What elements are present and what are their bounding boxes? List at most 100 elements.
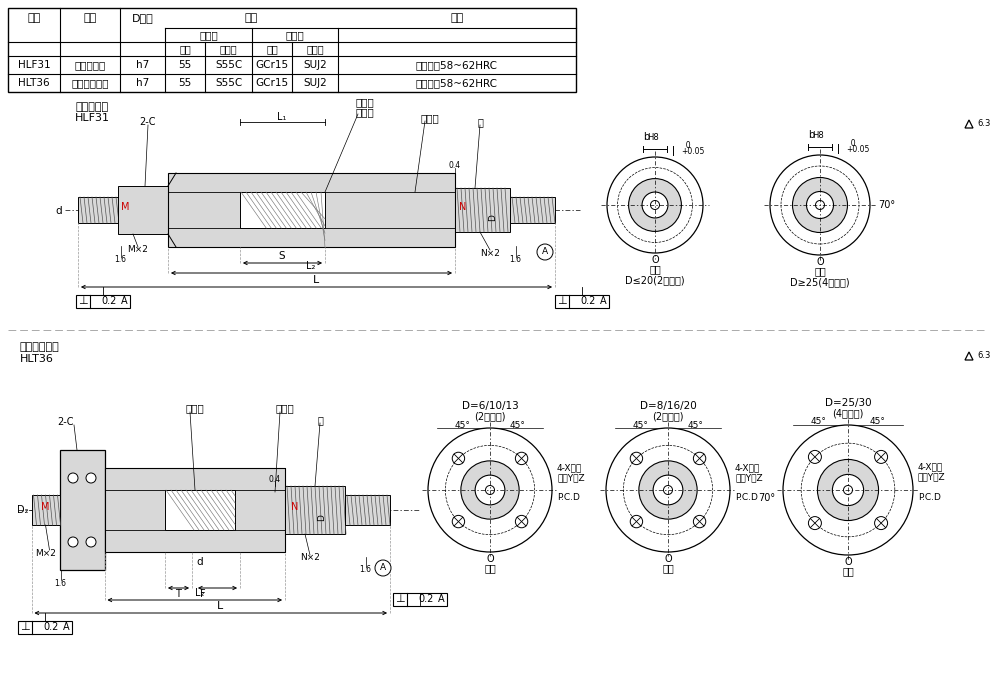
Text: 材质: 材质 xyxy=(245,13,258,23)
Circle shape xyxy=(843,486,852,495)
Text: (2列滚珠): (2列滚珠) xyxy=(653,411,683,421)
Text: d: d xyxy=(196,557,203,567)
Text: A: A xyxy=(437,595,444,604)
Text: D: D xyxy=(317,515,326,521)
Text: 55: 55 xyxy=(179,60,191,70)
Text: 0.2: 0.2 xyxy=(101,297,117,306)
Bar xyxy=(393,593,447,606)
Circle shape xyxy=(68,473,78,483)
Circle shape xyxy=(664,486,673,495)
Text: M: M xyxy=(121,202,129,212)
Circle shape xyxy=(770,155,870,255)
Text: 圆法兰螺帽型: 圆法兰螺帽型 xyxy=(71,78,109,88)
Text: O: O xyxy=(665,554,672,564)
Text: 国标: 国标 xyxy=(180,44,190,54)
Text: D=8/16/20: D=8/16/20 xyxy=(640,401,696,411)
Circle shape xyxy=(516,516,528,528)
Text: h7: h7 xyxy=(136,60,149,70)
Text: 相当于: 相当于 xyxy=(219,44,237,54)
Text: 70°: 70° xyxy=(758,493,775,503)
Text: 硬度: 硬度 xyxy=(450,13,463,23)
Text: H8: H8 xyxy=(812,130,824,139)
Text: 1.6: 1.6 xyxy=(114,256,126,265)
Circle shape xyxy=(808,516,821,529)
Text: L₂: L₂ xyxy=(307,261,315,271)
Text: T: T xyxy=(175,589,181,599)
Text: F: F xyxy=(200,589,205,599)
Text: M×2: M×2 xyxy=(128,245,149,254)
Text: D公差: D公差 xyxy=(132,13,154,23)
Text: 55: 55 xyxy=(179,78,191,88)
Text: HLT36: HLT36 xyxy=(18,78,50,88)
Text: GCr15: GCr15 xyxy=(255,60,289,70)
Bar xyxy=(165,490,235,530)
Text: HLT36: HLT36 xyxy=(20,354,54,364)
Bar xyxy=(18,621,72,634)
Text: M×2: M×2 xyxy=(35,548,56,557)
Circle shape xyxy=(452,516,464,528)
Circle shape xyxy=(793,177,847,232)
Circle shape xyxy=(485,486,494,495)
Text: 相当于: 相当于 xyxy=(307,44,323,54)
Bar xyxy=(8,8,576,92)
Text: 4-X通孔: 4-X通孔 xyxy=(557,464,582,473)
Circle shape xyxy=(875,516,888,529)
Bar xyxy=(78,197,118,223)
Circle shape xyxy=(653,475,682,505)
Text: P.C.D: P.C.D xyxy=(735,493,758,502)
Circle shape xyxy=(537,244,553,260)
Circle shape xyxy=(607,157,703,253)
Bar xyxy=(104,468,285,552)
Text: h7: h7 xyxy=(136,78,149,88)
Circle shape xyxy=(86,473,96,483)
Text: 1.6: 1.6 xyxy=(509,256,521,265)
Text: A: A xyxy=(542,247,548,256)
Bar xyxy=(60,450,104,570)
Circle shape xyxy=(875,450,888,464)
Text: A: A xyxy=(380,563,386,572)
Text: 1.6: 1.6 xyxy=(54,579,66,588)
Text: D=6/10/13: D=6/10/13 xyxy=(461,401,519,411)
Circle shape xyxy=(629,179,682,231)
Text: 油孔: 油孔 xyxy=(814,266,826,276)
Text: D≤20(2列滚珠): D≤20(2列滚珠) xyxy=(625,275,684,285)
Text: 花键母: 花键母 xyxy=(286,30,305,40)
Circle shape xyxy=(815,200,824,209)
Text: 45°: 45° xyxy=(632,421,648,430)
Text: 油孔: 油孔 xyxy=(649,264,661,274)
Text: A: A xyxy=(121,297,127,306)
Text: L: L xyxy=(312,275,319,285)
Text: 磨: 磨 xyxy=(317,415,323,425)
Text: O: O xyxy=(816,257,823,267)
Text: 0.4: 0.4 xyxy=(449,161,461,170)
Text: 0.2: 0.2 xyxy=(419,595,434,604)
Text: (4列滚珠): (4列滚珠) xyxy=(832,408,864,418)
Bar xyxy=(76,295,130,308)
Text: 油孔: 油孔 xyxy=(842,566,854,576)
Bar xyxy=(455,188,510,232)
Text: O: O xyxy=(486,554,494,564)
Text: 0: 0 xyxy=(846,139,856,148)
Text: GCr15: GCr15 xyxy=(255,78,289,88)
Text: 花键轴: 花键轴 xyxy=(199,30,218,40)
Circle shape xyxy=(817,459,879,520)
Text: 70°: 70° xyxy=(878,200,895,210)
Text: (2列滚珠): (2列滚珠) xyxy=(474,411,506,421)
Circle shape xyxy=(516,453,528,464)
Text: 45°: 45° xyxy=(810,417,826,426)
Text: 油孔: 油孔 xyxy=(484,563,496,573)
Circle shape xyxy=(428,428,552,552)
Circle shape xyxy=(783,425,913,555)
Bar xyxy=(118,186,168,234)
Text: 0: 0 xyxy=(681,141,690,150)
Text: 花键轴: 花键轴 xyxy=(355,107,374,117)
Text: +0.05: +0.05 xyxy=(681,146,704,155)
Text: L: L xyxy=(217,601,223,611)
Text: A: A xyxy=(62,622,69,633)
Text: 2-C: 2-C xyxy=(140,117,157,127)
Text: S55C: S55C xyxy=(215,60,242,70)
Text: D: D xyxy=(488,215,498,222)
Circle shape xyxy=(630,516,643,528)
Text: O: O xyxy=(844,557,852,567)
Text: 6.3: 6.3 xyxy=(977,119,990,128)
